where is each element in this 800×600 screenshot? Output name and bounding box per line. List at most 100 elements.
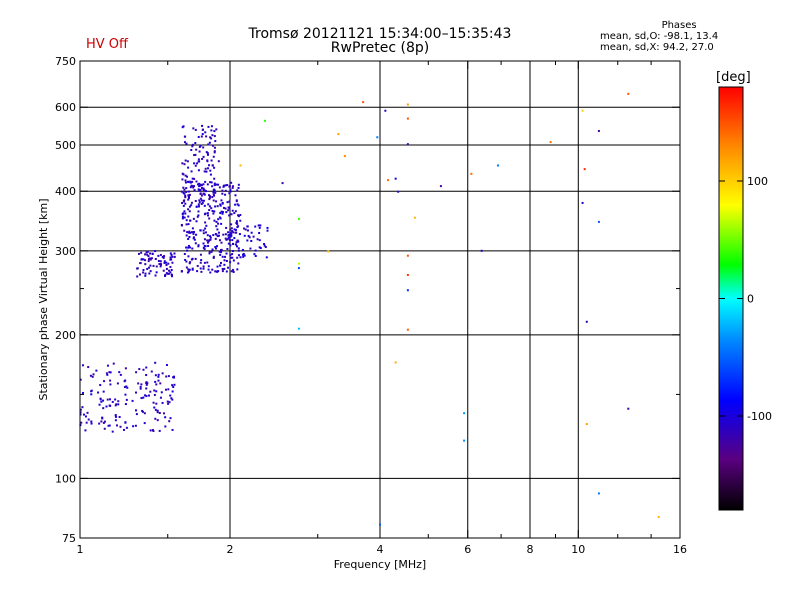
echo-point-O-F2-high — [187, 194, 190, 197]
echo-point-O-F2 — [217, 231, 220, 234]
echo-point-O-F2-high — [186, 175, 189, 178]
echo-point-O-F2 — [237, 183, 240, 186]
echo-point-O-F2 — [197, 203, 200, 206]
echo-point-O-F2 — [212, 255, 215, 258]
echo-point-O-F2 — [198, 185, 201, 188]
echo-point-O-F2-high — [202, 146, 205, 149]
echo-point-O-low — [171, 428, 174, 431]
echo-point-O-F1 — [147, 260, 150, 263]
echo-point-O-F1 — [157, 254, 160, 257]
echo-point-O-F2 — [198, 199, 201, 202]
echo-point-O-F2 — [233, 212, 236, 215]
echo-point-O-low — [111, 400, 114, 403]
echo-point-O-F2-high — [200, 199, 203, 202]
echo-point-O-low — [153, 406, 156, 409]
echo-point — [581, 201, 584, 204]
echo-point-O-F2 — [231, 186, 234, 189]
echo-point-O-F2 — [215, 245, 218, 248]
echo-point-O-F2-high — [213, 177, 216, 180]
echo-point-O-F2 — [217, 270, 220, 273]
echo-point-O-F2 — [202, 265, 205, 268]
echo-point-O-F2 — [211, 248, 214, 251]
echo-point-O-F2 — [187, 223, 190, 226]
echo-point-O-F1 — [170, 253, 173, 256]
echo-point-O-tail — [265, 256, 268, 259]
echo-point-O-F2 — [208, 252, 211, 255]
echo-point-O-F1 — [138, 252, 141, 255]
echo-point — [657, 516, 660, 519]
echo-point-O-F2 — [215, 183, 218, 186]
echo-point-O-F2 — [187, 215, 190, 218]
echo-point — [379, 523, 381, 526]
echo-point-O-F1 — [167, 269, 170, 272]
echo-point-O-F2-high — [191, 143, 194, 146]
echo-point-O-F1 — [169, 271, 172, 274]
echo-point — [597, 220, 600, 223]
echo-point-O-F2 — [221, 270, 224, 273]
echo-point-O-F2-high — [184, 181, 187, 184]
echo-point-O-F2 — [202, 192, 205, 195]
echo-point — [627, 407, 630, 410]
x-tick-label: 16 — [673, 543, 687, 556]
echo-point-O-low — [79, 408, 82, 411]
echo-point-O-F2-high — [204, 180, 207, 183]
echo-point-O-F2-high — [213, 130, 216, 133]
echo-point-O-F2 — [184, 258, 187, 261]
echo-point-O-F2-high — [206, 159, 209, 162]
echo-point-O-F2 — [196, 264, 199, 267]
echo-point-O-F2 — [223, 259, 226, 262]
echo-point — [585, 320, 588, 323]
echo-point-O-tail — [231, 239, 234, 242]
echo-point-O-F2 — [193, 185, 196, 188]
echo-point — [343, 155, 346, 158]
echo-point-O-low — [167, 375, 170, 378]
echo-point-O-low — [132, 425, 135, 428]
echo-point-O-F2 — [183, 216, 186, 219]
echo-point-O-F2 — [207, 265, 210, 268]
echo-point-O-low — [108, 398, 111, 401]
echo-point-O-F2 — [226, 238, 229, 241]
echo-point-O-F1 — [144, 253, 147, 256]
echo-point-O-F1 — [147, 255, 150, 258]
echo-point-O-F2-high — [184, 174, 187, 177]
echo-point-O-low — [166, 400, 169, 403]
echo-point-O-F2-high — [192, 127, 195, 130]
echo-point-O-F2 — [197, 245, 200, 248]
echo-point-O-low — [100, 420, 103, 423]
echo-point-O-F2-high — [198, 150, 201, 153]
echo-point-O-F2 — [194, 257, 197, 260]
echo-point-O-F2 — [212, 212, 215, 215]
echo-point-O-F2 — [185, 246, 188, 249]
echo-point-O-tail — [258, 226, 261, 229]
echo-point-O-F2-high — [203, 170, 206, 173]
echo-point-O-low — [109, 371, 112, 374]
echo-point — [406, 328, 409, 331]
y-tick-label: 600 — [55, 101, 76, 114]
echo-point-O-low — [159, 382, 162, 385]
echo-point-O-F2 — [203, 261, 206, 264]
echo-point-O-F2 — [188, 262, 191, 265]
echo-point-O-F2 — [194, 199, 197, 202]
echo-point-O-F2 — [207, 214, 210, 217]
echo-point-O-F2-high — [191, 145, 194, 148]
echo-point-O-F2 — [220, 222, 223, 225]
echo-point-O-low — [162, 412, 165, 415]
echo-point-O-low — [145, 387, 148, 390]
echo-point-O-low — [118, 371, 121, 374]
echo-point-O-low — [119, 425, 122, 428]
echo-point-O-F2 — [219, 264, 222, 267]
echo-point-O-tail — [233, 228, 236, 231]
echo-point-O-F1 — [142, 258, 145, 261]
echo-point — [384, 109, 387, 112]
phases-o-line: mean, sd,O: -98.1, 13.4 — [600, 31, 719, 42]
echo-point-O-F2-high — [191, 180, 194, 183]
echo-point-O-F2 — [184, 202, 187, 205]
echo-point-O-F1 — [142, 268, 145, 271]
echo-point-O-low — [103, 380, 106, 383]
echo-point-O-tail — [231, 250, 234, 253]
echo-point-O-F2 — [221, 268, 224, 271]
echo-point-O-low — [140, 383, 143, 386]
echo-point-O-F2-high — [184, 194, 187, 197]
echo-point-O-F2 — [218, 250, 221, 253]
echo-point-O-F2 — [188, 235, 191, 238]
